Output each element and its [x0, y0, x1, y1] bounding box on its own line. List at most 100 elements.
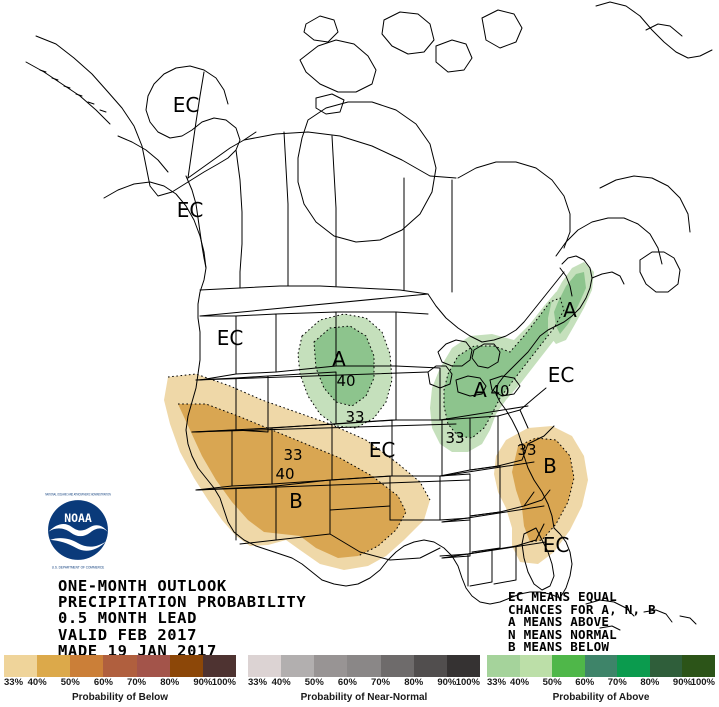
- outlook-title-block: ONE-MONTH OUTLOOK PRECIPITATION PROBABIL…: [58, 577, 307, 660]
- colorbar-above-tick-2: 50%: [542, 677, 562, 688]
- noaa-logo: NOAA NATIONAL OCEANIC AND ATMOSPHERIC AD…: [37, 489, 119, 571]
- arctic-islands: [299, 39, 377, 93]
- colorbar-above-tick-5: 80%: [640, 677, 660, 688]
- colorbar-near-normal-ticks: 33% 40% 50% 60% 70% 80% 90% 100%: [248, 677, 480, 690]
- colorbar-near-normal-tick-7: 100%: [455, 677, 480, 688]
- map-annotation-ec-midatlantic: EC: [548, 363, 575, 387]
- below-40-southeast: [512, 438, 574, 542]
- logo-ring-top: NATIONAL OCEANIC AND ATMOSPHERIC ADMINIS…: [45, 493, 111, 497]
- above-40-great-lakes: [444, 298, 564, 438]
- colorbar-above-ticks: 33% 40% 50% 60% 70% 80% 90% 100%: [487, 677, 715, 690]
- map-annotation-a-northeast: A: [563, 298, 577, 322]
- colorbar-above-tick-6: 90%: [672, 677, 692, 688]
- caribbean-islands: [585, 599, 635, 617]
- map-annotation-c40-northplains: 40: [336, 372, 355, 390]
- colorbar-below-tick-3: 60%: [93, 677, 113, 688]
- colorbar-near-normal-tick-1: 40%: [271, 677, 291, 688]
- map-annotation-b-southwest: B: [289, 489, 303, 513]
- colorbar-near-normal-swatch-4: [380, 655, 414, 677]
- hudson-bay-shore: [297, 101, 437, 243]
- logo-gull-icon: [48, 523, 108, 537]
- colorbar-below-swatch-5: [169, 655, 203, 677]
- colorbar-above-tick-0: 33%: [487, 677, 507, 688]
- colorbar-near-normal-tick-0: 33%: [248, 677, 268, 688]
- colorbar-below-tick-4: 70%: [127, 677, 147, 688]
- probability-shading: [164, 262, 594, 570]
- logo-wordmark: NOAA: [64, 511, 92, 525]
- map-annotation-c33-northplains: 33: [345, 408, 364, 426]
- map-annotation-c40-greatlakes: 40: [490, 382, 509, 400]
- west-coast: [185, 175, 323, 581]
- colorbar-near-normal-tick-4: 70%: [371, 677, 391, 688]
- colorbar-above-tick-3: 60%: [575, 677, 595, 688]
- colorbar-below-swatch-6: [202, 655, 236, 677]
- category-key-text: EC MEANS EQUAL CHANCES FOR A, N, B A MEA…: [508, 589, 656, 655]
- colorbar-below-tick-6: 90%: [193, 677, 213, 688]
- colorbar-above-swatch-1: [519, 655, 553, 677]
- logo-wave-icon: [50, 538, 106, 551]
- geography-outlines: [25, 1, 713, 631]
- colorbar-below-tick-5: 80%: [160, 677, 180, 688]
- colorbar-near-normal-swatch-6: [446, 655, 480, 677]
- below-40-southwest: [178, 404, 406, 558]
- contour-lines: [167, 297, 575, 557]
- colorbar-below: 33% 40% 50% 60% 70% 80% 90% 100% Probability of…: [4, 655, 236, 707]
- colorbar-near-normal-swatch-2: [314, 655, 348, 677]
- colorbar-below-ticks: 33% 40% 50% 60% 70% 80% 90% 100%: [4, 677, 236, 690]
- colorbar-near-normal-swatch-0: [248, 655, 282, 677]
- great-lakes: [437, 339, 473, 367]
- map-annotation-ec-alaska: EC: [173, 93, 200, 117]
- colorbar-below-tick-1: 40%: [27, 677, 47, 688]
- colorbar-below-swatch-0: [4, 655, 38, 677]
- map-annotation-a-northplains: A: [332, 347, 346, 371]
- colorbar-above-tick-4: 70%: [607, 677, 627, 688]
- colorbar-near-normal-swatch-3: [347, 655, 381, 677]
- colorbar-above-swatch-2: [552, 655, 585, 677]
- above-40-northeast: [554, 272, 586, 334]
- colorbar-below-swatches: [4, 655, 236, 677]
- colorbar-near-normal-swatches: [248, 655, 480, 677]
- colorbar-near-normal-swatch-1: [281, 655, 315, 677]
- colorbar-below-tick-7: 100%: [211, 677, 236, 688]
- colorbar-above-tick-1: 40%: [510, 677, 530, 688]
- outlook-map: EC EC EC A A A EC EC B B EC 40 33 40 33 33 40 33 NOAA NAT…: [25, 1, 713, 659]
- colorbar-above-swatch-5: [649, 655, 683, 677]
- contour-33-northplains: [297, 313, 393, 429]
- colorbar-near-normal-tick-5: 80%: [404, 677, 424, 688]
- colorbar-below-swatch-2: [70, 655, 104, 677]
- colorbar-near-normal: 33% 40% 50% 60% 70% 80% 90% 100% Probability of…: [248, 655, 480, 707]
- logo-inner-disc: [48, 500, 108, 560]
- labrador-newfoundland: [555, 217, 663, 265]
- colorbar-below-swatch-3: [103, 655, 137, 677]
- map-annotation-a-greatlakes: A: [473, 378, 487, 402]
- colorbar-below-caption: Probability of Below: [71, 692, 169, 703]
- colorbar-above: 33% 40% 50% 60% 70% 80% 90% 100% Probability of…: [487, 655, 716, 707]
- logo-ring-bottom: U.S. DEPARTMENT OF COMMERCE: [52, 566, 105, 570]
- us-state-borders: [191, 293, 555, 587]
- map-annotation-ec-florida: EC: [543, 533, 570, 557]
- colorbar-above-tick-7: 100%: [690, 677, 715, 688]
- colorbar-near-normal-tick-6: 90%: [437, 677, 457, 688]
- colorbar-below-swatch-1: [37, 655, 71, 677]
- map-annotation-c33-southwest: 33: [283, 446, 302, 464]
- colorbar-near-normal-tick-2: 50%: [304, 677, 324, 688]
- east-coast: [495, 255, 593, 529]
- alaska-canada-border: [187, 71, 205, 179]
- contour-40-southeast: [517, 437, 575, 543]
- provincial-borders: [235, 149, 243, 289]
- map-annotation-ec-plains: EC: [369, 438, 396, 462]
- map-annotation-c33-southeast: 33: [517, 441, 536, 459]
- greenland-outline: [595, 1, 713, 59]
- map-annotation-c40-southwest: 40: [275, 465, 294, 483]
- colorbar-above-swatches: [487, 655, 716, 677]
- colorbar-above-caption: Probability of Above: [552, 692, 650, 703]
- colorbar-near-normal-caption: Probability of Near-Normal: [300, 692, 428, 703]
- contour-40-northplains: [313, 325, 375, 407]
- colorbar-above-swatch-4: [617, 655, 650, 677]
- map-annotation-c33-greatlakes: 33: [445, 429, 464, 447]
- map-annotation-ec-nw: EC: [217, 326, 244, 350]
- colorbar-above-swatch-6: [682, 655, 716, 677]
- colorbar-near-normal-tick-3: 60%: [337, 677, 357, 688]
